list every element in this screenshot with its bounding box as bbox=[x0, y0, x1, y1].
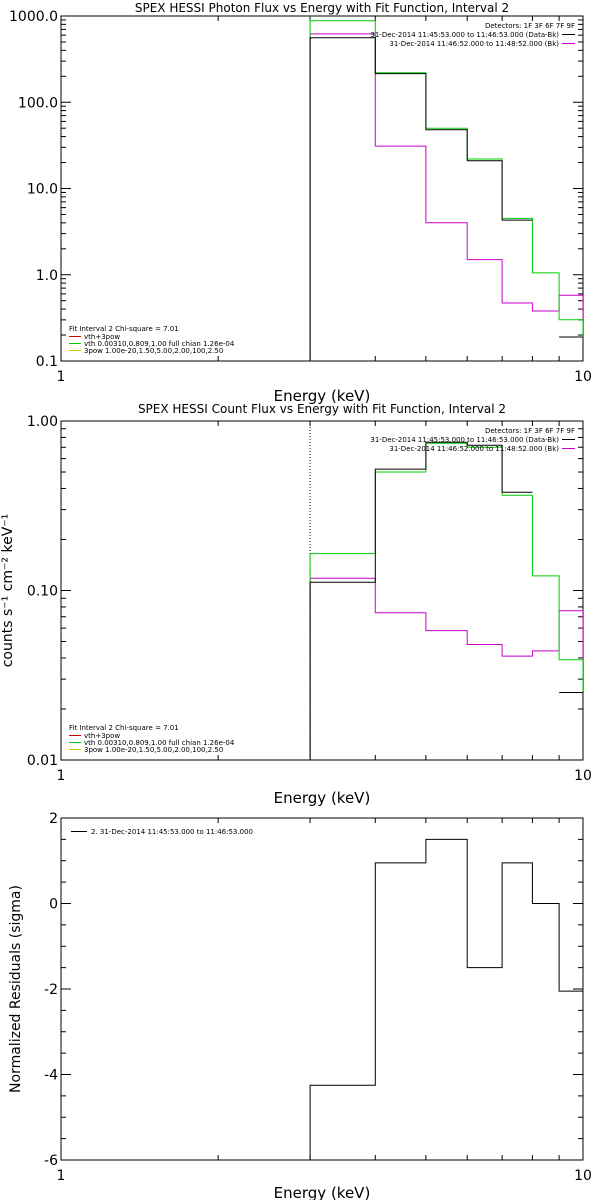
x-axis-label: Energy (keV) bbox=[274, 1184, 371, 1200]
legend-header: Detectors: 1F 3F 6F 7F 9F bbox=[485, 427, 575, 435]
y-tick-label: 0 bbox=[49, 897, 58, 913]
fit-legend-header: Fit Interval 2 Chi-square = 7.01 bbox=[69, 724, 179, 732]
y-tick-label: 0.1 bbox=[36, 354, 58, 370]
legend-entry: 31-Dec-2014 11:45:53.000 to 11:46:53.000… bbox=[370, 436, 559, 444]
chart-title: SPEX HESSI Count Flux vs Energy with Fit… bbox=[138, 402, 506, 416]
fit-legend-entry: vth 0.00310,0.809,1.00 full chian 1.26e-… bbox=[84, 739, 235, 747]
y-tick-label: 1000.0 bbox=[9, 9, 58, 25]
series-step-line-1 bbox=[309, 577, 583, 760]
x-tick-label: 1 bbox=[57, 1168, 66, 1184]
fit-legend-entry: 3pow 1.00e-20,1.50,5.00,2.00,100,2.50 bbox=[84, 746, 223, 754]
plot-frame bbox=[60, 15, 584, 362]
y-tick-label: -2 bbox=[44, 982, 58, 998]
y-tick-label: 0.10 bbox=[27, 584, 58, 600]
fit-legend-entry: 3pow 1.00e-20,1.50,5.00,2.00,100,2.50 bbox=[84, 347, 223, 355]
series-step-line-3 bbox=[309, 441, 583, 760]
fit-legend-header: Fit Interval 2 Chi-square = 7.01 bbox=[69, 325, 179, 333]
y-axis-label: Normalized Residuals (sigma) bbox=[8, 885, 24, 1093]
y-tick-label: -4 bbox=[44, 1068, 58, 1084]
chart-panel-1: 1 10 1000.0 100.0 10.0 1.0 0.1 SPEX HESSI Photo… bbox=[9, 1, 592, 405]
legend-header: Detectors: 1F 3F 6F 7F 9F bbox=[485, 22, 575, 30]
x-axis-label: Energy (keV) bbox=[274, 387, 371, 405]
x-tick-label: 10 bbox=[574, 1168, 592, 1184]
y-tick-label: 2 bbox=[49, 811, 58, 827]
plot-frame bbox=[60, 817, 584, 1161]
legend-entry: 31-Dec-2014 11:45:53.000 to 11:46:53.000… bbox=[370, 31, 559, 39]
legend-entry: 31-Dec-2014 11:46:52.000 to 11:48:52.000… bbox=[389, 40, 559, 48]
chart-title: SPEX HESSI Photon Flux vs Energy with Fi… bbox=[135, 1, 509, 15]
legend-entry: 2. 31-Dec-2014 11:45:53.000 to 11:46:53.… bbox=[91, 828, 253, 836]
chart-panel-2: 1 10 1.00 0.10 0.01 SPEX HESSI Count Flux vs … bbox=[0, 402, 592, 807]
y-tick-label: 100.0 bbox=[18, 95, 58, 111]
x-tick-label: 1 bbox=[57, 768, 66, 784]
chart-panel-3: 1 10 2 0 -2 -4 -6 Energy (keV) Normalized Residu… bbox=[8, 811, 592, 1202]
x-tick-label: 1 bbox=[57, 369, 66, 385]
fit-legend-entry: vth+3pow bbox=[84, 333, 120, 341]
y-tick-label: 0.01 bbox=[27, 753, 58, 769]
y-tick-label: -6 bbox=[44, 1153, 58, 1169]
x-axis-label: Energy (keV) bbox=[274, 789, 371, 807]
y-tick-label: 10.0 bbox=[27, 182, 58, 198]
y-tick-label: 1.0 bbox=[36, 268, 58, 284]
fit-legend-entry: vth+3pow bbox=[84, 732, 120, 740]
x-tick-label: 10 bbox=[574, 768, 592, 784]
series-step-line-2 bbox=[309, 442, 583, 760]
series-step-line-3 bbox=[309, 37, 583, 361]
legend-entry: 31-Dec-2014 11:46:52.000 to 11:48:52.000… bbox=[389, 445, 559, 453]
series-step-line-2 bbox=[309, 20, 583, 361]
series-step-line-1 bbox=[309, 33, 583, 361]
series-step-line-1 bbox=[309, 838, 583, 1160]
fit-legend-entry: vth 0.00310,0.809,1.00 full chian 1.26e-… bbox=[84, 340, 235, 348]
y-axis-label: counts s⁻¹ cm⁻² keV⁻¹ bbox=[0, 514, 16, 668]
x-tick-label: 10 bbox=[574, 369, 592, 385]
y-tick-label: 1.00 bbox=[27, 414, 58, 430]
plot-frame bbox=[60, 420, 584, 761]
